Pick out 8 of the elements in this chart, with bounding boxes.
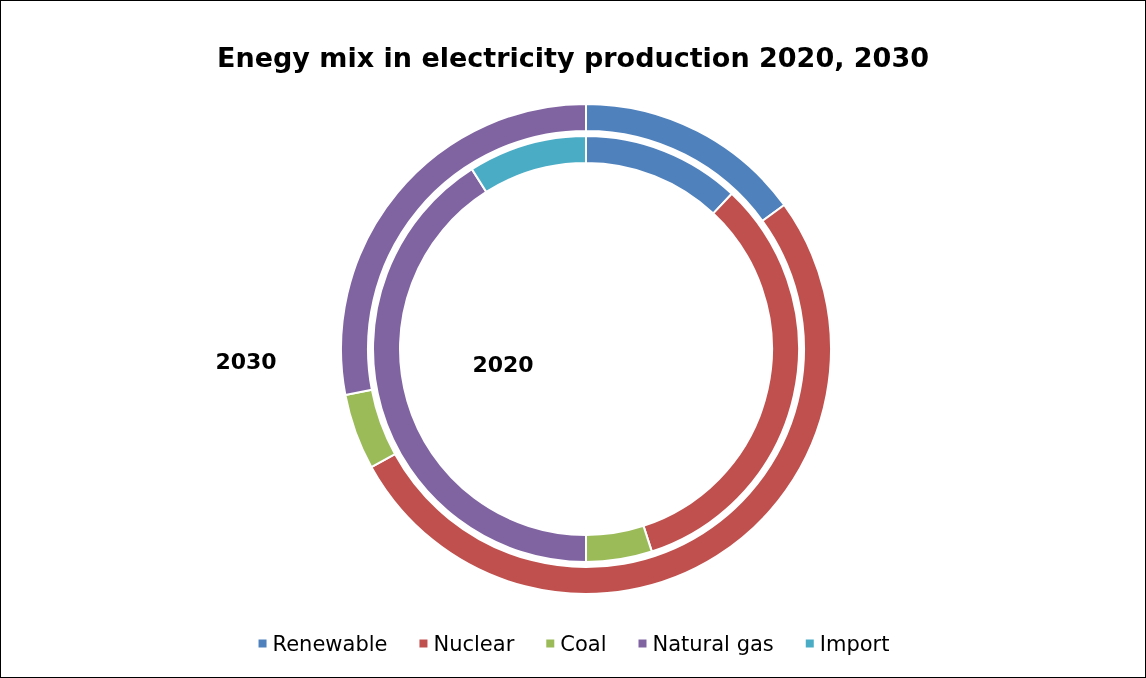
slice-label: 2020 (472, 351, 534, 377)
chart-title: Enegy mix in electricity production 2020, 2030 (217, 42, 929, 73)
slice-label: 2030 (215, 348, 277, 374)
legend-label: Import (819, 631, 890, 656)
legend-label: Coal (560, 631, 607, 656)
legend-label: Renewable (272, 631, 388, 656)
legend-label: Nuclear (433, 631, 515, 656)
legend-label: Natural gas (652, 631, 774, 656)
